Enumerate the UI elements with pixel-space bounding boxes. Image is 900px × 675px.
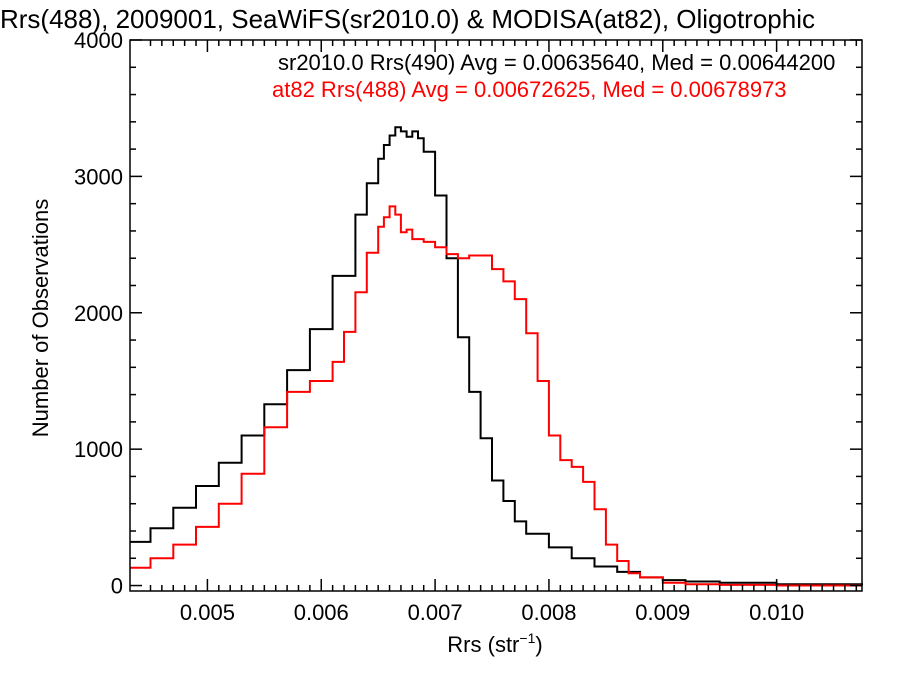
y-tick-label: 0 <box>111 574 123 599</box>
chart-title: Rrs(488), 2009001, SeaWiFS(sr2010.0) & M… <box>0 4 815 34</box>
legend-entry-sr2010: sr2010.0 Rrs(490) Avg = 0.00635640, Med … <box>278 50 835 75</box>
y-tick-label: 4000 <box>74 28 123 53</box>
y-tick-label: 3000 <box>74 164 123 189</box>
plot-frame <box>129 39 863 592</box>
x-tick-label: 0.007 <box>408 600 463 625</box>
ticks-layer: 0.005 0.006 0.007 0.008 0.009 0.010 0 1000 2000 3… <box>74 28 862 625</box>
legend-entry-at82: at82 Rrs(488) Avg = 0.00672625, Med = 0.… <box>272 77 787 102</box>
x-axis-title-main: Rrs (str <box>447 632 519 657</box>
x-tick-label: 0.006 <box>294 600 349 625</box>
y-tick-label: 1000 <box>74 437 123 462</box>
y-tick-label: 2000 <box>74 301 123 326</box>
x-axis-title: Rrs (str−1) <box>447 630 542 657</box>
x-axis-title-superscript: −1 <box>519 630 535 646</box>
x-tick-label: 0.005 <box>180 600 235 625</box>
x-tick-label: 0.010 <box>749 600 804 625</box>
x-tick-label: 0.008 <box>521 600 576 625</box>
series-layer <box>130 126 863 587</box>
series-line-1 <box>130 205 862 587</box>
x-tick-label: 0.009 <box>635 600 690 625</box>
y-axis-title: Number of Observations <box>28 199 53 437</box>
x-axis-title-suffix: ) <box>535 632 542 657</box>
